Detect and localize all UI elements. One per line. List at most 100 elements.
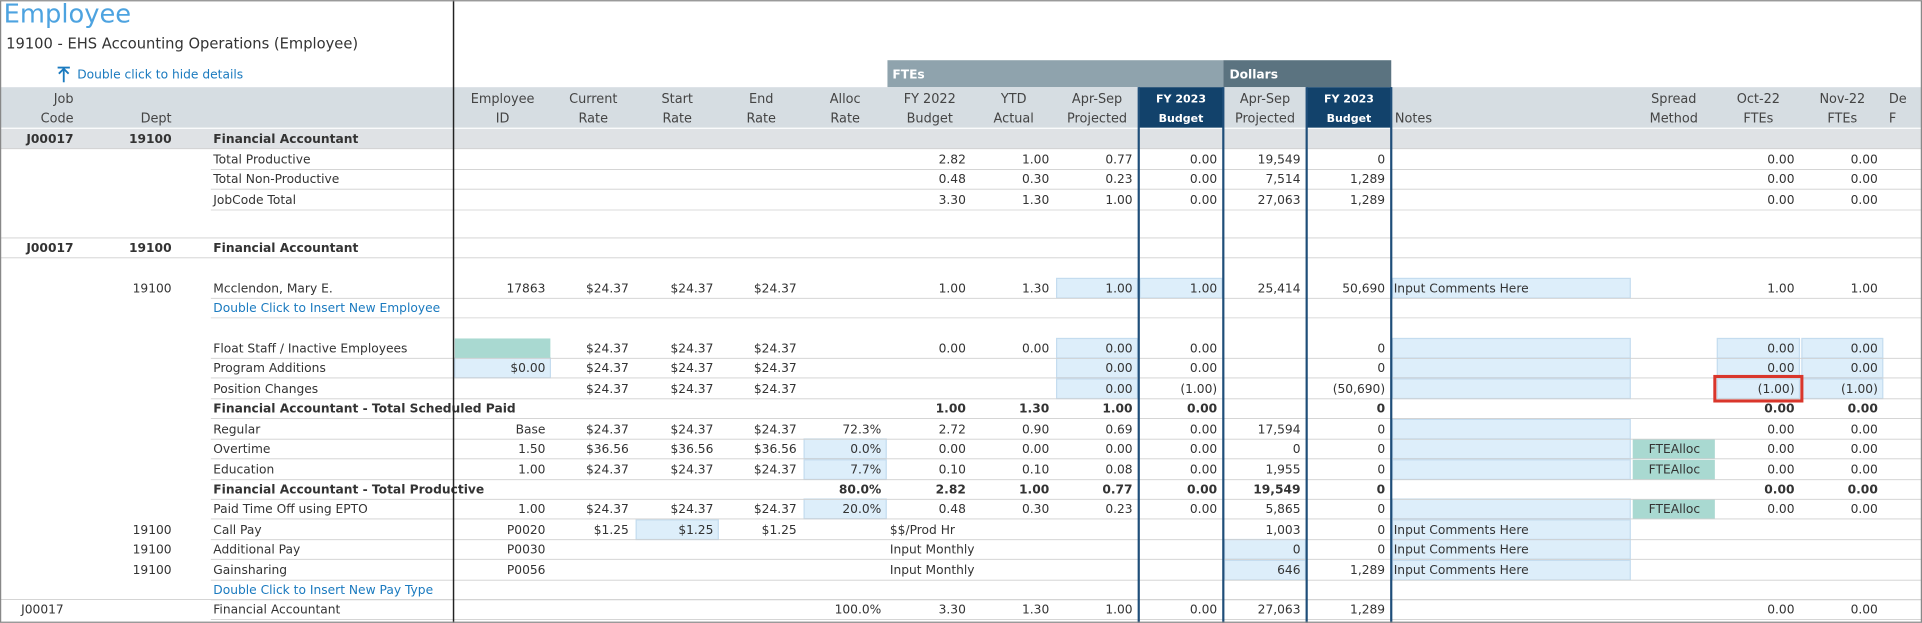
cell: 17863 [506,281,545,295]
cell: 1.00 [518,463,545,477]
cell: 0.00 [1105,442,1132,456]
cell: Total Non-Productive [212,172,339,186]
cell: 1,289 [1350,563,1385,577]
cell: 1.30 [1022,281,1049,295]
cell: Input Monthly [890,542,975,556]
cell: P0056 [507,563,546,577]
group-header: FTEs [892,67,924,81]
cell: 2.82 [939,153,966,167]
group-header: Dollars [1229,67,1278,81]
cell: $24.37 [754,422,797,436]
cell: $24.37 [671,281,714,295]
cell: Financial Accountant [213,241,358,255]
cell: 0 [1377,482,1386,496]
cell: 50,690 [1342,281,1385,295]
cell: 0.00 [1848,401,1878,415]
cell: Paid Time Off using EPTO [213,502,368,516]
cell: 1.30 [1019,401,1049,415]
cell: Program Additions [213,361,326,375]
cell: FTEAlloc [1649,463,1700,477]
cell: 20.0% [842,502,881,516]
cell: $24.37 [586,382,629,396]
column-header: Code [41,112,74,127]
cell: 7.7% [850,463,881,477]
cell: 0.00 [1190,341,1217,355]
cell: Gainsharing [213,563,287,577]
cell: 0 [1377,341,1385,355]
cell: 0.00 [1190,361,1217,375]
cell: 0.00 [1190,442,1217,456]
cell: $0.00 [510,361,545,375]
column-header: FTEs [1827,112,1857,127]
cell: Input Monthly [890,563,975,577]
cell: 0.00 [1851,502,1878,516]
cell: $24.37 [586,361,629,375]
cell: 0.00 [1767,442,1794,456]
cell: 1.00 [939,281,966,295]
cell: 0.00 [1105,382,1132,396]
insert-link[interactable]: Double Click to Insert New Employee [213,301,440,315]
insert-link[interactable]: Double Click to Insert New Pay Type [213,583,433,597]
header-cell [1306,87,1392,128]
cell: 19100 [133,281,172,295]
cell: 0 [1377,523,1385,537]
cell: $24.37 [754,382,797,396]
page-title: Employee [4,0,131,29]
toggle-icon[interactable] [57,66,70,83]
cell: (1.00) [1180,382,1217,396]
cell: 0.0% [850,442,881,456]
input-cell [1391,337,1631,359]
cell: 1.30 [1022,193,1049,207]
cell: FTEAlloc [1649,442,1700,456]
group-row-band [0,128,1922,149]
cell: 0.00 [1851,172,1878,186]
cell: J00017 [25,241,73,255]
input-cell [1632,438,1715,459]
cell: 0.00 [1851,153,1878,167]
cell: 0.00 [1190,422,1217,436]
column-header: ID [496,112,510,127]
cell: 7,514 [1265,172,1300,186]
cell: Education [213,463,274,477]
column-header: Rate [746,112,776,127]
cell: 0 [1377,502,1385,516]
cell: 0.00 [939,341,966,355]
column-header: Nov-22 [1819,92,1865,107]
input-cell [1632,499,1715,519]
column-header: Actual [994,112,1034,127]
cell: 0.00 [1764,482,1794,496]
cell: $24.37 [586,502,629,516]
cell: 1.50 [518,442,545,456]
cell: 0.00 [1190,502,1217,516]
cell: 0.10 [939,463,966,477]
column-header: Projected [1235,112,1295,127]
cell: 19100 [133,523,172,537]
cell: 3.30 [939,193,966,207]
cell: Input Comments Here [1394,523,1529,537]
cell: J00017 [25,132,73,146]
cell: $36.56 [671,442,714,456]
cell: 0.00 [1851,193,1878,207]
cell: Financial Accountant [213,132,358,146]
cell: 2.72 [939,422,966,436]
cell: 0.00 [1851,361,1878,375]
toggle-details[interactable]: Double click to hide details [77,67,243,81]
cell: 1.00 [1105,602,1132,616]
cell: $24.37 [754,502,797,516]
cell: $1.25 [762,523,797,537]
cell: 1.00 [1190,281,1217,295]
cell: P0020 [507,523,546,537]
cell: Additional Pay [213,542,300,556]
input-cell [1391,498,1631,520]
cell: 0.08 [1105,463,1132,477]
cell: 0.00 [1190,172,1217,186]
cell: 0 [1293,442,1301,456]
cell: $24.37 [754,341,797,355]
cell: 27,063 [1258,602,1301,616]
cell: $24.37 [671,341,714,355]
cell: 0 [1377,463,1385,477]
column-header: Notes [1395,112,1432,127]
cell: $24.37 [754,463,797,477]
